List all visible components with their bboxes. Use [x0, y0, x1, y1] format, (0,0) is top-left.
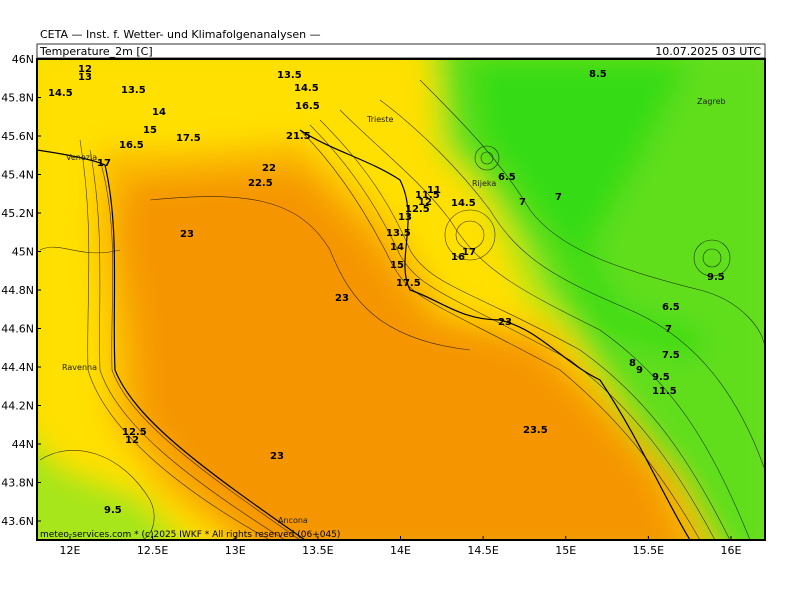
contour-label: 13.5 — [277, 70, 302, 81]
contour-label: 14.5 — [48, 88, 73, 99]
contour-label: 13 — [398, 212, 412, 223]
contour-label: 16 — [451, 252, 465, 263]
contour-label: 14 — [152, 107, 166, 118]
lat-label: 44.2N — [1, 400, 34, 413]
contour-label: 9 — [636, 365, 643, 376]
contour-label: 21.5 — [286, 131, 311, 142]
contour-label: 17 — [97, 158, 111, 169]
lat-label: 45.4N — [1, 169, 34, 182]
lat-label: 45.2N — [1, 207, 34, 220]
contour-label: 8 — [629, 358, 636, 369]
contour-label: 16.5 — [295, 101, 320, 112]
coastline — [37, 129, 691, 540]
contour-label: 23.5 — [523, 425, 548, 436]
city-name: Zagreb — [697, 97, 726, 106]
contour-label: 13.5 — [386, 228, 411, 239]
contour-label: 9.5 — [652, 372, 670, 383]
lon-label: 14E — [390, 544, 411, 557]
contour-label: 23 — [270, 451, 284, 462]
city-name: Rijeka — [472, 179, 496, 188]
contour-label: 12 — [125, 435, 139, 446]
city-name: Ravenna — [62, 363, 97, 372]
lat-label: 43.8N — [1, 477, 34, 490]
contour-label: 23 — [498, 317, 512, 328]
lon-label: 16E — [721, 544, 742, 557]
lon-label: 15E — [555, 544, 576, 557]
lon-label: 13.5E — [302, 544, 333, 557]
lat-label: 45.6N — [1, 130, 34, 143]
contours — [39, 79, 765, 540]
contour-label: 8.5 — [589, 69, 607, 80]
city-name: Venezia — [66, 153, 97, 162]
contour-label: 7 — [665, 324, 672, 335]
lat-label: 46N — [12, 53, 34, 66]
lat-label: 44.6N — [1, 323, 34, 336]
contour-label: 12 — [78, 64, 92, 75]
contour-label: 13 — [78, 72, 92, 83]
contour-label: 11.5 — [415, 190, 440, 201]
header-title: CETA — Inst. f. Wetter- und Klimafolgena… — [40, 28, 321, 41]
contour-label: 17.5 — [176, 133, 201, 144]
contour-label: 16.5 — [119, 140, 144, 151]
field: Trieste Rijeka Zagreb Venezia Ravenna Ancona 1… — [37, 59, 765, 540]
lat-label: 43.6N — [1, 515, 34, 528]
lat-label: 44N — [12, 438, 34, 451]
contour-label: 12.5 — [122, 427, 147, 438]
contour-label: 7.5 — [662, 350, 680, 361]
city-name: Trieste — [366, 115, 393, 124]
contour-label: 23 — [180, 229, 194, 240]
lat-label: 44.8N — [1, 284, 34, 297]
contour-label: 15 — [390, 260, 404, 271]
contour-label: 6.5 — [498, 172, 516, 183]
contour-label: 17.5 — [396, 278, 421, 289]
contour-label: 7 — [519, 197, 526, 208]
lat-label: 44.4N — [1, 361, 34, 374]
lat-label: 45N — [12, 246, 34, 259]
lat-label: 45.8N — [1, 92, 34, 105]
contour-label: 23 — [335, 293, 349, 304]
contour-label: 14.5 — [294, 83, 319, 94]
contour-label: 13.5 — [121, 85, 146, 96]
city-name: Ancona — [278, 516, 308, 525]
contour-label: 9.5 — [707, 272, 725, 283]
contour-label: 7 — [555, 192, 562, 203]
contour-label: 14.5 — [451, 198, 476, 209]
valid-time: 10.07.2025 03 UTC — [655, 45, 761, 58]
lon-label: 12E — [60, 544, 81, 557]
contour-label: 15 — [143, 125, 157, 136]
contour-label: 11.5 — [652, 386, 677, 397]
contour-label: 22.5 — [248, 178, 273, 189]
lon-label: 12.5E — [137, 544, 168, 557]
contour-label: 22 — [262, 163, 276, 174]
contour-label: 17 — [462, 247, 476, 258]
contour-label: 9.5 — [104, 505, 122, 516]
lon-label: 14.5E — [467, 544, 498, 557]
variable-name: Temperature_2m [C] — [39, 45, 153, 58]
copyright-footer: meteo-services.com * (c)2025 IWKF * All … — [40, 530, 340, 540]
contour-label: 12.5 — [405, 204, 430, 215]
lon-label: 15.5E — [633, 544, 664, 557]
contour-label: 14 — [390, 242, 404, 253]
contour-label: 6.5 — [662, 302, 680, 313]
lon-label: 13E — [225, 544, 246, 557]
contour-label: 11 — [427, 185, 441, 196]
contour-label: 12 — [418, 197, 432, 208]
